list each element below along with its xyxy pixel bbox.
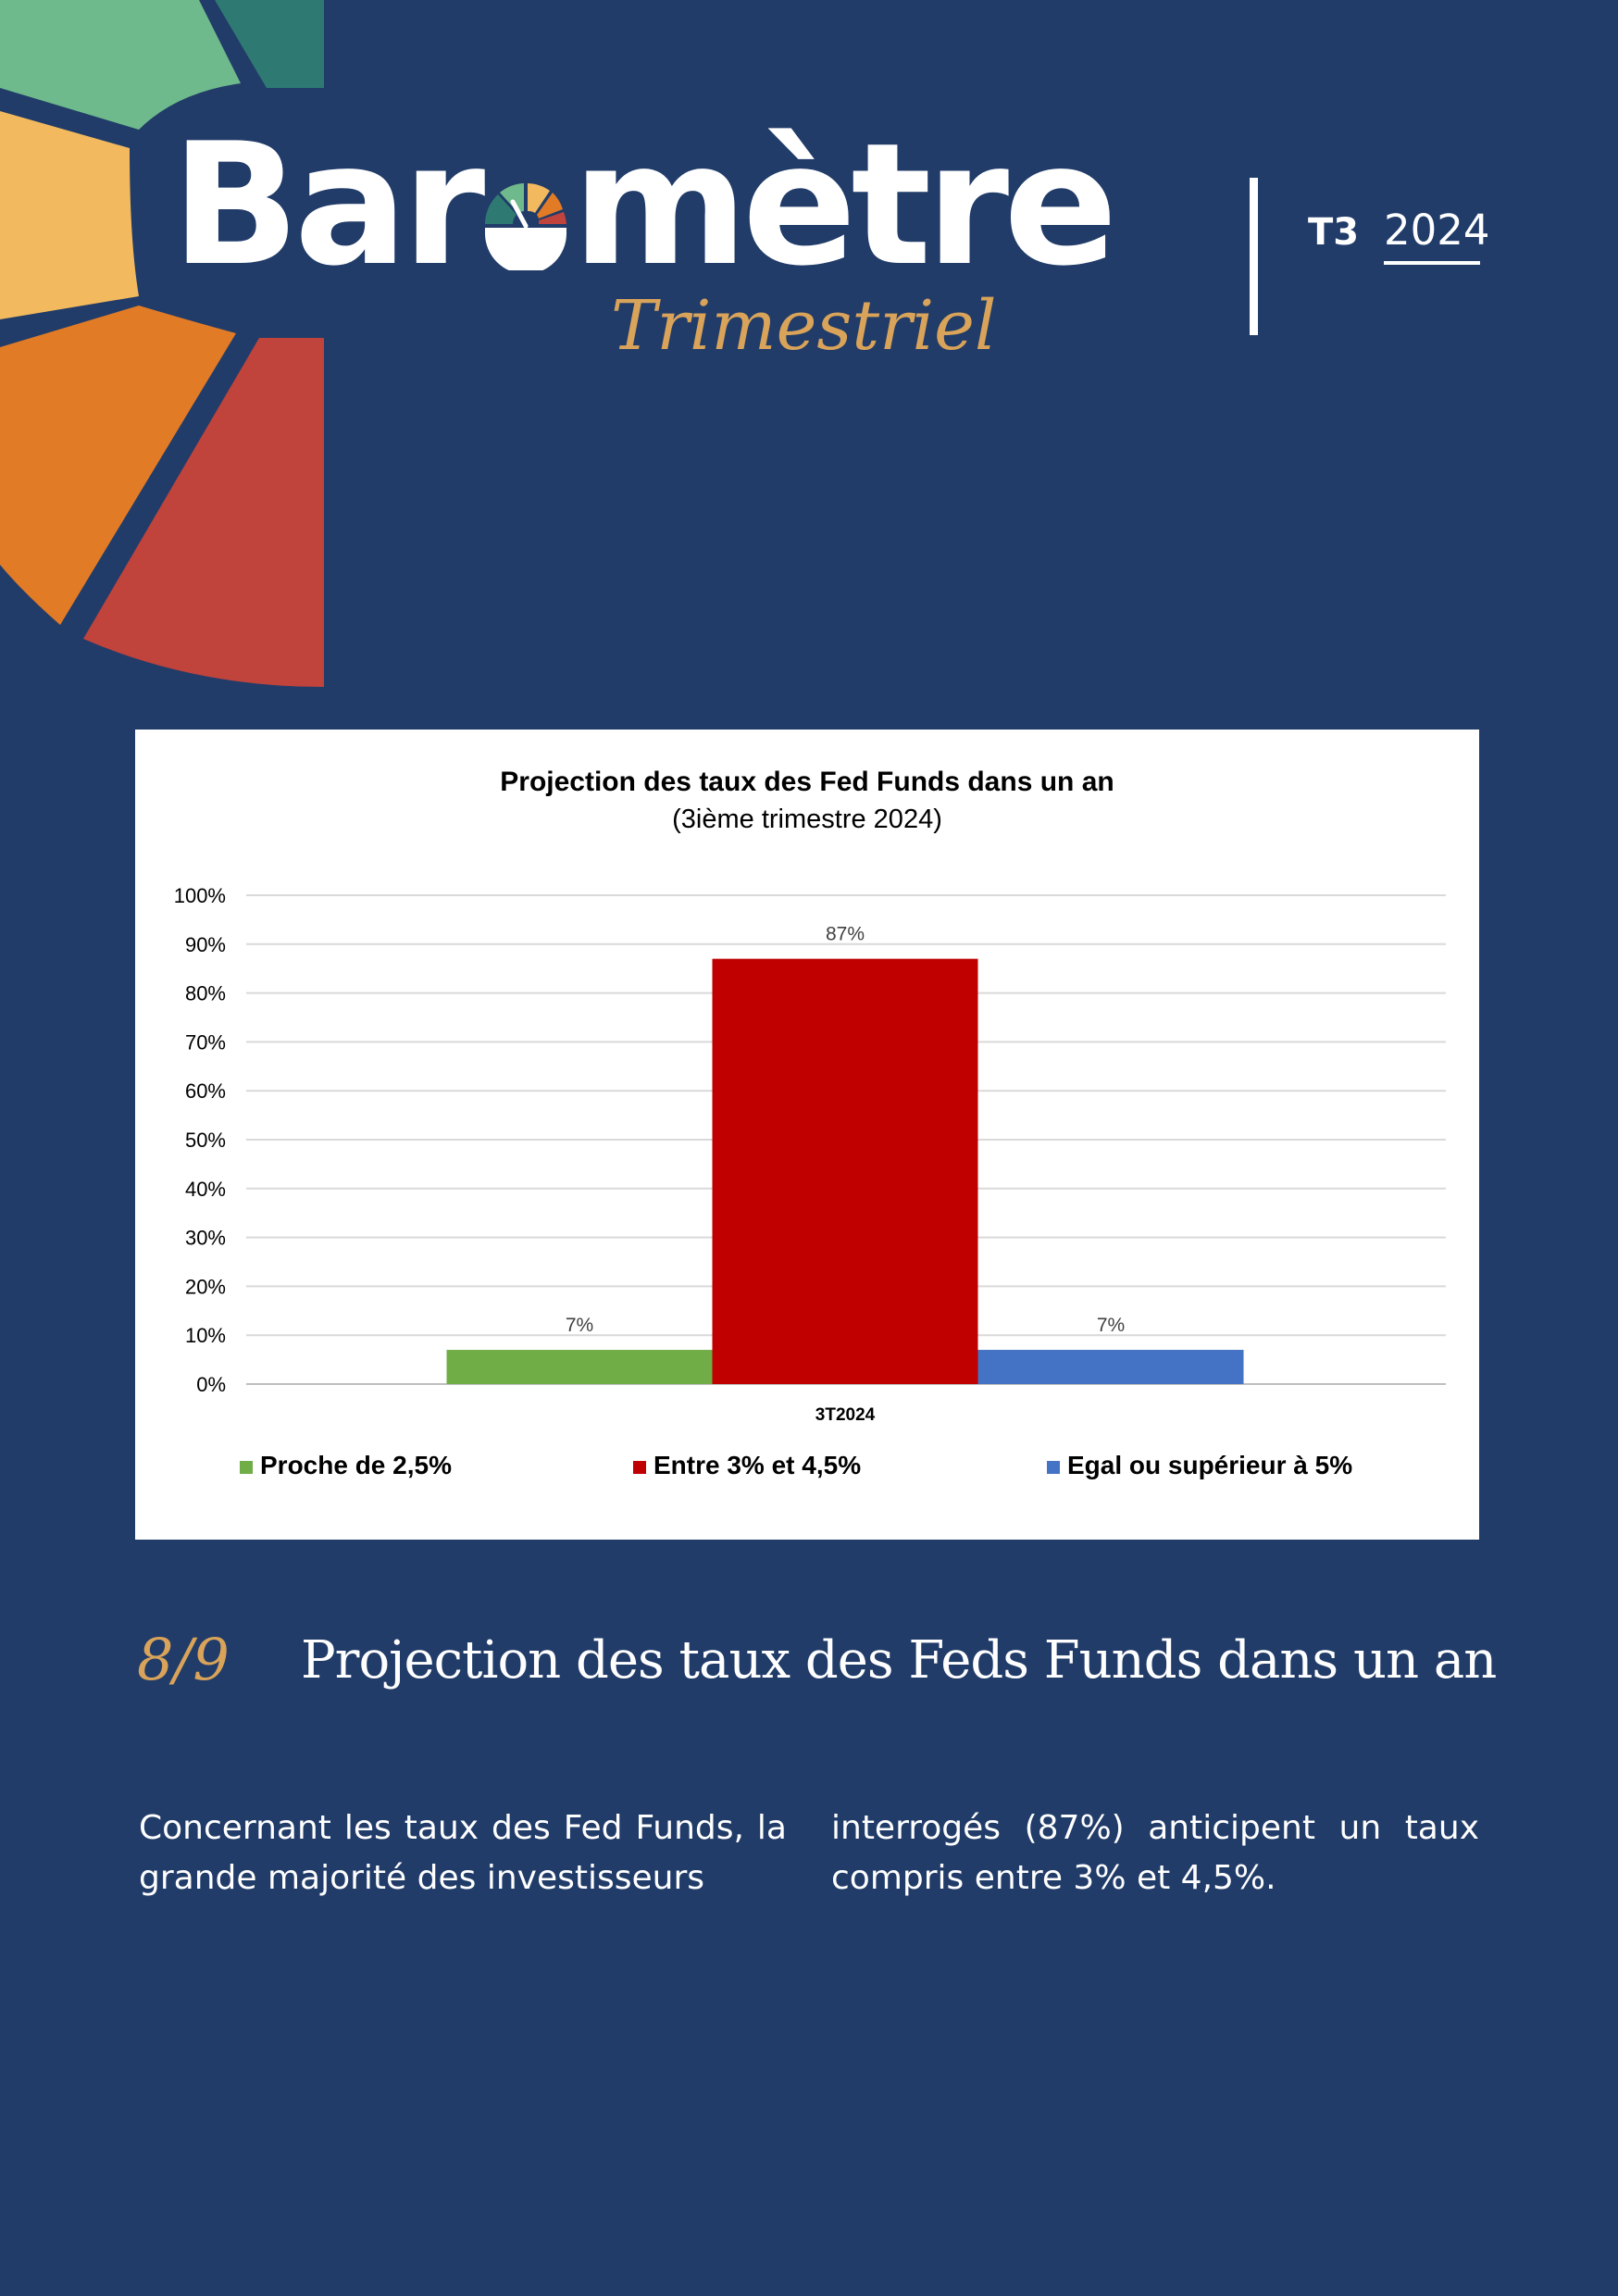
section-title: Projection des taux des Feds Funds dans … xyxy=(301,1630,1497,1691)
quarter-label: T3 xyxy=(1308,211,1360,254)
petal-orange xyxy=(0,306,236,625)
y-tick-label: 50% xyxy=(185,1129,226,1152)
legend-label: Entre 3% et 4,5% xyxy=(653,1451,861,1479)
brand-title: Bar mètre xyxy=(171,106,1118,303)
year-underline xyxy=(1384,261,1480,265)
y-tick-label: 60% xyxy=(185,1079,226,1103)
y-tick-label: 70% xyxy=(185,1030,226,1054)
section-number: 8/9 xyxy=(137,1626,230,1693)
petal-teal xyxy=(215,0,324,88)
legend-swatch xyxy=(240,1461,253,1474)
header-divider xyxy=(1250,178,1258,335)
petal-red xyxy=(83,338,324,687)
y-tick-label: 80% xyxy=(185,982,226,1005)
y-tick-label: 20% xyxy=(185,1275,226,1298)
data-label: 7% xyxy=(1097,1315,1125,1336)
body-text-col2: interrogés (87%) anticipent un taux comp… xyxy=(831,1809,1479,1897)
x-tick-label: 3T2024 xyxy=(815,1405,876,1425)
legend-label: Egal ou supérieur à 5% xyxy=(1067,1451,1352,1479)
petal-green xyxy=(0,0,241,130)
legend-label: Proche de 2,5% xyxy=(260,1451,452,1479)
y-tick-label: 30% xyxy=(185,1227,226,1250)
y-tick-label: 90% xyxy=(185,933,226,956)
brand-subtitle: Trimestriel xyxy=(611,286,997,366)
data-label: 7% xyxy=(566,1315,593,1336)
legend-swatch xyxy=(633,1461,646,1474)
chart-card: Projection des taux des Fed Funds dans u… xyxy=(135,730,1479,1540)
y-tick-label: 40% xyxy=(185,1178,226,1201)
bar-3 xyxy=(977,1350,1244,1384)
bar-1 xyxy=(446,1350,713,1384)
y-tick-label: 100% xyxy=(174,884,226,907)
chart-subtitle: (3ième trimestre 2024) xyxy=(672,805,942,834)
chart-title: Projection des taux des Fed Funds dans u… xyxy=(500,767,1114,797)
body-text-col1: Concernant les taux des Fed Funds, la gr… xyxy=(139,1809,787,1897)
gauge-icon xyxy=(485,183,567,270)
legend-swatch xyxy=(1047,1461,1060,1474)
y-tick-label: 0% xyxy=(196,1373,226,1396)
data-label: 87% xyxy=(826,924,865,945)
color-petals-decoration xyxy=(0,0,324,687)
petal-yellow xyxy=(0,111,139,319)
year-label: 2024 xyxy=(1384,206,1490,255)
bar-chart: Projection des taux des Fed Funds dans u… xyxy=(174,767,1446,1479)
y-tick-label: 10% xyxy=(185,1324,226,1347)
bar-2 xyxy=(712,958,978,1384)
